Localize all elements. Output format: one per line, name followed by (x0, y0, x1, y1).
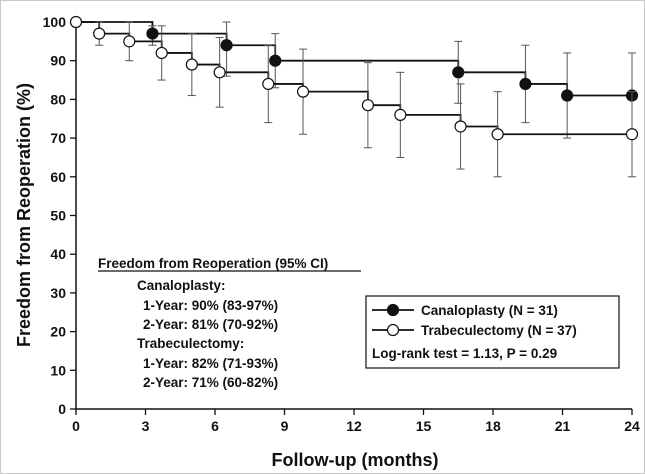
survival-line-canaloplasty (76, 21, 632, 97)
data-point-trabeculectomy (93, 27, 106, 40)
data-point-trabeculectomy (394, 108, 407, 121)
ci-summary-line: 2-Year: 71% (60-82%) (143, 375, 278, 390)
y-axis-label: Freedom from Reoperation (%) (14, 83, 34, 347)
x-tick-label: 15 (416, 418, 432, 434)
data-point-canaloplasty (561, 89, 574, 102)
ci-summary-line: 1-Year: 82% (71-93%) (143, 356, 278, 371)
survival-line-trabeculectomy (76, 21, 632, 136)
data-point-canaloplasty (146, 27, 159, 40)
y-tick-label: 70 (50, 130, 66, 146)
series-trabeculectomy (69, 15, 639, 178)
legend-marker-trabeculectomy (386, 323, 400, 337)
x-tick-label: 12 (346, 418, 362, 434)
data-point-canaloplasty (519, 77, 532, 91)
y-tick-label: 40 (50, 246, 66, 262)
data-point-trabeculectomy (361, 99, 374, 112)
data-point-canaloplasty (452, 66, 465, 79)
x-axis-label: Follow-up (months) (272, 450, 439, 470)
x-tick-label: 3 (142, 418, 150, 434)
y-tick-label: 10 (50, 362, 66, 378)
legend: Canaloplasty (N = 31) Trabeculectomy (N … (365, 295, 620, 369)
y-tick-label: 30 (50, 285, 66, 301)
axes: 0 10 20 30 40 50 60 70 80 90 100 0 3 6 9 12 15 18 21 24 (43, 14, 640, 434)
series-layer (69, 15, 639, 178)
legend-label-trabeculectomy: Trabeculectomy (N = 37) (421, 323, 577, 338)
y-tick-label: 50 (50, 208, 66, 224)
data-point-trabeculectomy (296, 85, 310, 98)
data-point-trabeculectomy (625, 128, 639, 141)
legend-box (365, 295, 620, 369)
ci-summary-line: 1-Year: 90% (83-97%) (143, 298, 278, 313)
data-point-trabeculectomy (123, 35, 136, 48)
ci-summary-line: Canaloplasty: (137, 278, 226, 293)
ci-summary-title: Freedom from Reoperation (95% CI) (98, 256, 328, 271)
y-tick-label: 80 (50, 91, 66, 107)
x-tick-label: 6 (211, 418, 219, 434)
data-point-trabeculectomy (69, 15, 83, 29)
legend-label-canaloplasty: Canaloplasty (N = 31) (421, 303, 558, 318)
data-point-trabeculectomy (155, 46, 168, 60)
y-tick-label: 60 (50, 169, 66, 185)
x-tick-label: 9 (281, 418, 289, 434)
ci-summary-box: Freedom from Reoperation (95% CI) Canalo… (98, 256, 361, 390)
legend-marker-canaloplasty (386, 303, 400, 317)
series-canaloplasty (76, 21, 639, 139)
data-point-canaloplasty (269, 54, 282, 67)
data-point-trabeculectomy (262, 77, 275, 91)
ci-summary-line: 2-Year: 81% (70-92%) (143, 317, 278, 332)
data-point-trabeculectomy (491, 128, 504, 141)
x-tick-label: 0 (72, 418, 80, 434)
x-tick-label: 24 (624, 418, 640, 434)
x-tick-label: 21 (555, 418, 571, 434)
y-tick-label: 90 (50, 53, 66, 69)
y-tick-label: 100 (43, 14, 67, 30)
data-point-trabeculectomy (213, 66, 226, 79)
y-tick-label: 20 (50, 324, 66, 340)
data-point-trabeculectomy (185, 58, 198, 71)
x-tick-label: 18 (485, 418, 501, 434)
y-tick-label: 0 (58, 401, 66, 417)
ci-summary-line: Trabeculectomy: (137, 336, 244, 351)
legend-stat-text: Log-rank test = 1.13, P = 0.29 (372, 346, 557, 361)
data-point-trabeculectomy (454, 120, 467, 133)
data-point-canaloplasty (220, 39, 233, 52)
